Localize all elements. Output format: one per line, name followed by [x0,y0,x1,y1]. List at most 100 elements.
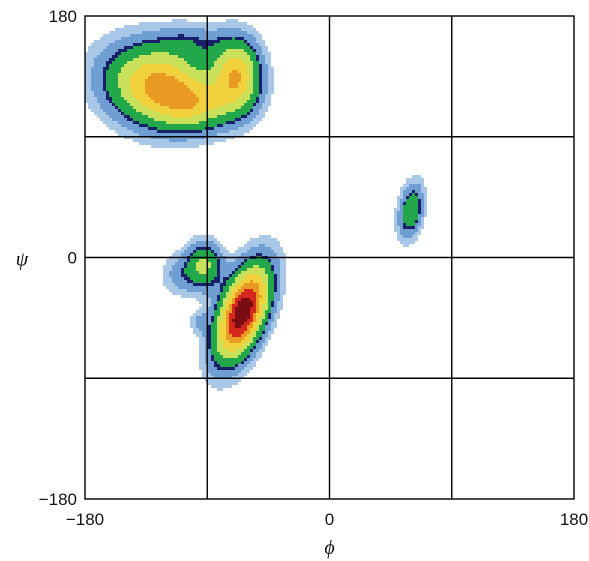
contour-cell [268,70,274,73]
contour-cell [232,283,238,286]
contour-cell [247,259,268,262]
contour-cell [214,241,220,244]
contour-cell [214,376,232,379]
contour-cell [229,295,235,298]
contour-cell [238,355,247,358]
contour-cell [418,208,421,211]
contour-cell [199,361,205,364]
contour-cell [214,61,226,64]
contour-cell [91,43,109,46]
contour-cell [262,88,268,91]
contour-cell [274,298,280,301]
contour-cell [274,271,280,274]
contour-cell [208,325,211,328]
contour-cell [256,316,259,319]
contour-cell [247,88,253,91]
contour-cell [250,310,256,313]
contour-cell [88,106,100,109]
contour-cell [220,55,250,58]
contour-cell [421,208,424,211]
contour-cell [220,247,226,250]
contour-cell [250,349,253,352]
contour-cell [235,325,241,328]
contour-cell [193,40,220,43]
contour-cell [223,340,229,343]
contour-cell [169,271,181,274]
contour-cell [274,286,277,289]
contour-cell [172,268,181,271]
contour-cell [208,370,241,373]
contour-cell [403,235,412,238]
contour-cell [133,73,151,76]
contour-cell [220,352,241,355]
contour-cell [247,241,280,244]
contour-cell [253,325,256,328]
contour-cell [274,250,283,253]
contour-cell [277,274,280,277]
contour-cell [220,337,226,340]
contour-cell [184,244,190,247]
contour-cell [115,52,121,55]
contour-cell [121,91,133,94]
contour-cell [106,91,109,94]
contour-cell [169,106,193,109]
contour-cell [142,64,172,67]
contour-cell [253,349,259,352]
contour-cell [127,127,148,130]
contour-cell [217,325,220,328]
contour-cell [253,331,256,334]
contour-cell [85,100,97,103]
contour-cell [229,298,232,301]
contour-cell [199,307,208,310]
contour-cell [418,199,421,202]
contour-cell [208,367,217,370]
contour-cell [85,82,91,85]
contour-cell [193,331,202,334]
contour-cell [178,55,220,58]
contour-cell [148,127,157,130]
contour-cell [232,376,244,379]
contour-cell [136,70,181,73]
contour-cell [238,70,247,73]
contour-cell [232,334,241,337]
contour-cell [100,106,115,109]
contour-cell [250,112,259,115]
contour-cell [253,358,259,361]
contour-cell [163,265,172,268]
contour-cell [163,274,169,277]
contour-cell [85,70,91,73]
contour-cell [151,52,169,55]
contour-cell [106,79,118,82]
contour-cell [100,52,115,55]
contour-cell [229,316,235,319]
contour-cell [172,115,193,118]
contour-cell [259,76,262,79]
contour-cell [205,127,214,130]
contour-cell [238,364,247,367]
contour-cell [256,340,259,343]
contour-cell [397,214,403,217]
contour-cell [235,322,244,325]
y-tick-label: 180 [49,7,77,26]
contour-cell [400,226,403,229]
contour-cell [217,268,220,271]
tick-labels: −180 0 180 −180 0 180 [39,7,588,529]
contour-cell [241,262,244,265]
contour-cell [166,121,199,124]
contour-cell [394,214,397,217]
contour-cell [235,292,241,295]
contour-cell [202,334,208,337]
contour-cell [94,91,106,94]
contour-cell [229,58,241,61]
contour-cell [256,295,262,298]
contour-cell [247,40,256,43]
contour-cell [250,331,253,334]
contour-cell [187,265,196,268]
contour-cell [238,304,253,307]
contour-cell [85,94,94,97]
contour-cell [109,94,121,97]
contour-cell [262,313,265,316]
contour-cell [268,277,274,280]
contour-cell [85,64,94,67]
contour-cell [94,64,106,67]
